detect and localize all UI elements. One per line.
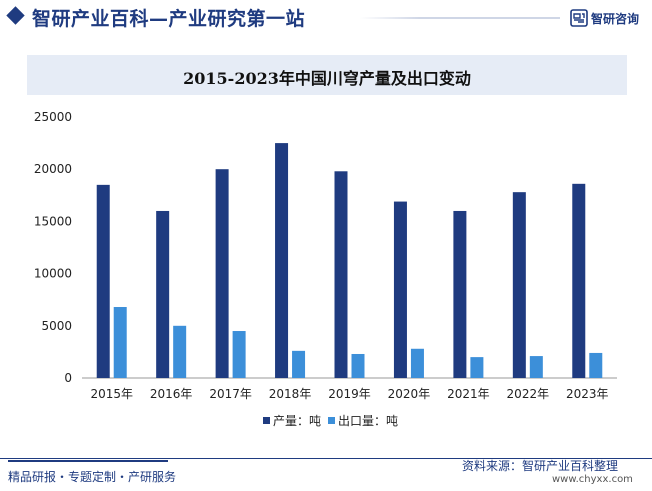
bar-export bbox=[113, 307, 127, 378]
x-tick-label: 2016年 bbox=[150, 387, 193, 401]
bar-export bbox=[410, 348, 424, 378]
x-tick-label: 2017年 bbox=[209, 387, 252, 401]
footer-accent-line bbox=[8, 460, 168, 462]
header-divider bbox=[360, 17, 560, 19]
bar-production bbox=[512, 192, 526, 378]
y-tick-label: 20000 bbox=[34, 162, 72, 176]
footer-tagline: 精品研报・专题定制・产研服务 bbox=[8, 470, 177, 484]
y-tick-label: 5000 bbox=[41, 319, 72, 333]
chart-title: 2015-2023年中国川穹产量及出口变动 bbox=[183, 69, 471, 88]
x-tick-label: 2021年 bbox=[447, 387, 490, 401]
legend-swatch-production bbox=[263, 417, 270, 424]
brand-name: 智研咨询 bbox=[591, 11, 640, 26]
source-value: 智研产业百科整理 bbox=[522, 459, 619, 473]
bar-production bbox=[453, 210, 467, 378]
x-tick-label: 2019年 bbox=[328, 387, 371, 401]
bar-production bbox=[393, 201, 407, 378]
bar-production bbox=[572, 183, 586, 378]
site-title: 智研产业百科—产业研究第一站 bbox=[32, 8, 306, 30]
legend-swatch-export bbox=[328, 417, 335, 424]
y-tick-label: 0 bbox=[64, 371, 72, 385]
bar-export bbox=[589, 352, 603, 378]
bar-production bbox=[334, 171, 348, 378]
x-tick-label: 2023年 bbox=[566, 387, 609, 401]
legend-label-export: 出口量：吨 bbox=[338, 414, 398, 428]
footer-divider bbox=[0, 458, 652, 459]
bar-production bbox=[156, 210, 170, 378]
bar-production bbox=[275, 143, 289, 378]
footer-url: www.chyxx.com bbox=[552, 474, 633, 485]
bar-production bbox=[96, 184, 110, 378]
y-tick-label: 25000 bbox=[34, 110, 72, 124]
chart-title-band: 2015-2023年中国川穹产量及出口变动 bbox=[27, 55, 627, 95]
x-tick-label: 2018年 bbox=[269, 387, 312, 401]
x-tick-label: 2022年 bbox=[507, 387, 550, 401]
header-bar: 智研产业百科—产业研究第一站 智研咨询 bbox=[0, 0, 652, 36]
bar-export bbox=[292, 350, 306, 378]
footer-source: 资料来源：智研产业百科整理 bbox=[462, 457, 618, 474]
bar-export bbox=[232, 331, 246, 378]
x-tick-label: 2020年 bbox=[388, 387, 431, 401]
source-label: 资料来源： bbox=[462, 459, 523, 473]
bar-export bbox=[173, 325, 187, 378]
x-tick-label: 2015年 bbox=[90, 387, 133, 401]
bar-production bbox=[215, 169, 229, 378]
bar-export bbox=[470, 357, 484, 378]
y-tick-label: 15000 bbox=[34, 214, 72, 228]
y-tick-label: 10000 bbox=[34, 267, 72, 281]
brand-logo-icon bbox=[570, 9, 588, 27]
bar-export bbox=[529, 356, 543, 378]
legend-label-production: 产量：吨 bbox=[273, 414, 321, 428]
bar-export bbox=[351, 353, 365, 378]
brand-logo-group: 智研咨询 bbox=[570, 9, 639, 27]
